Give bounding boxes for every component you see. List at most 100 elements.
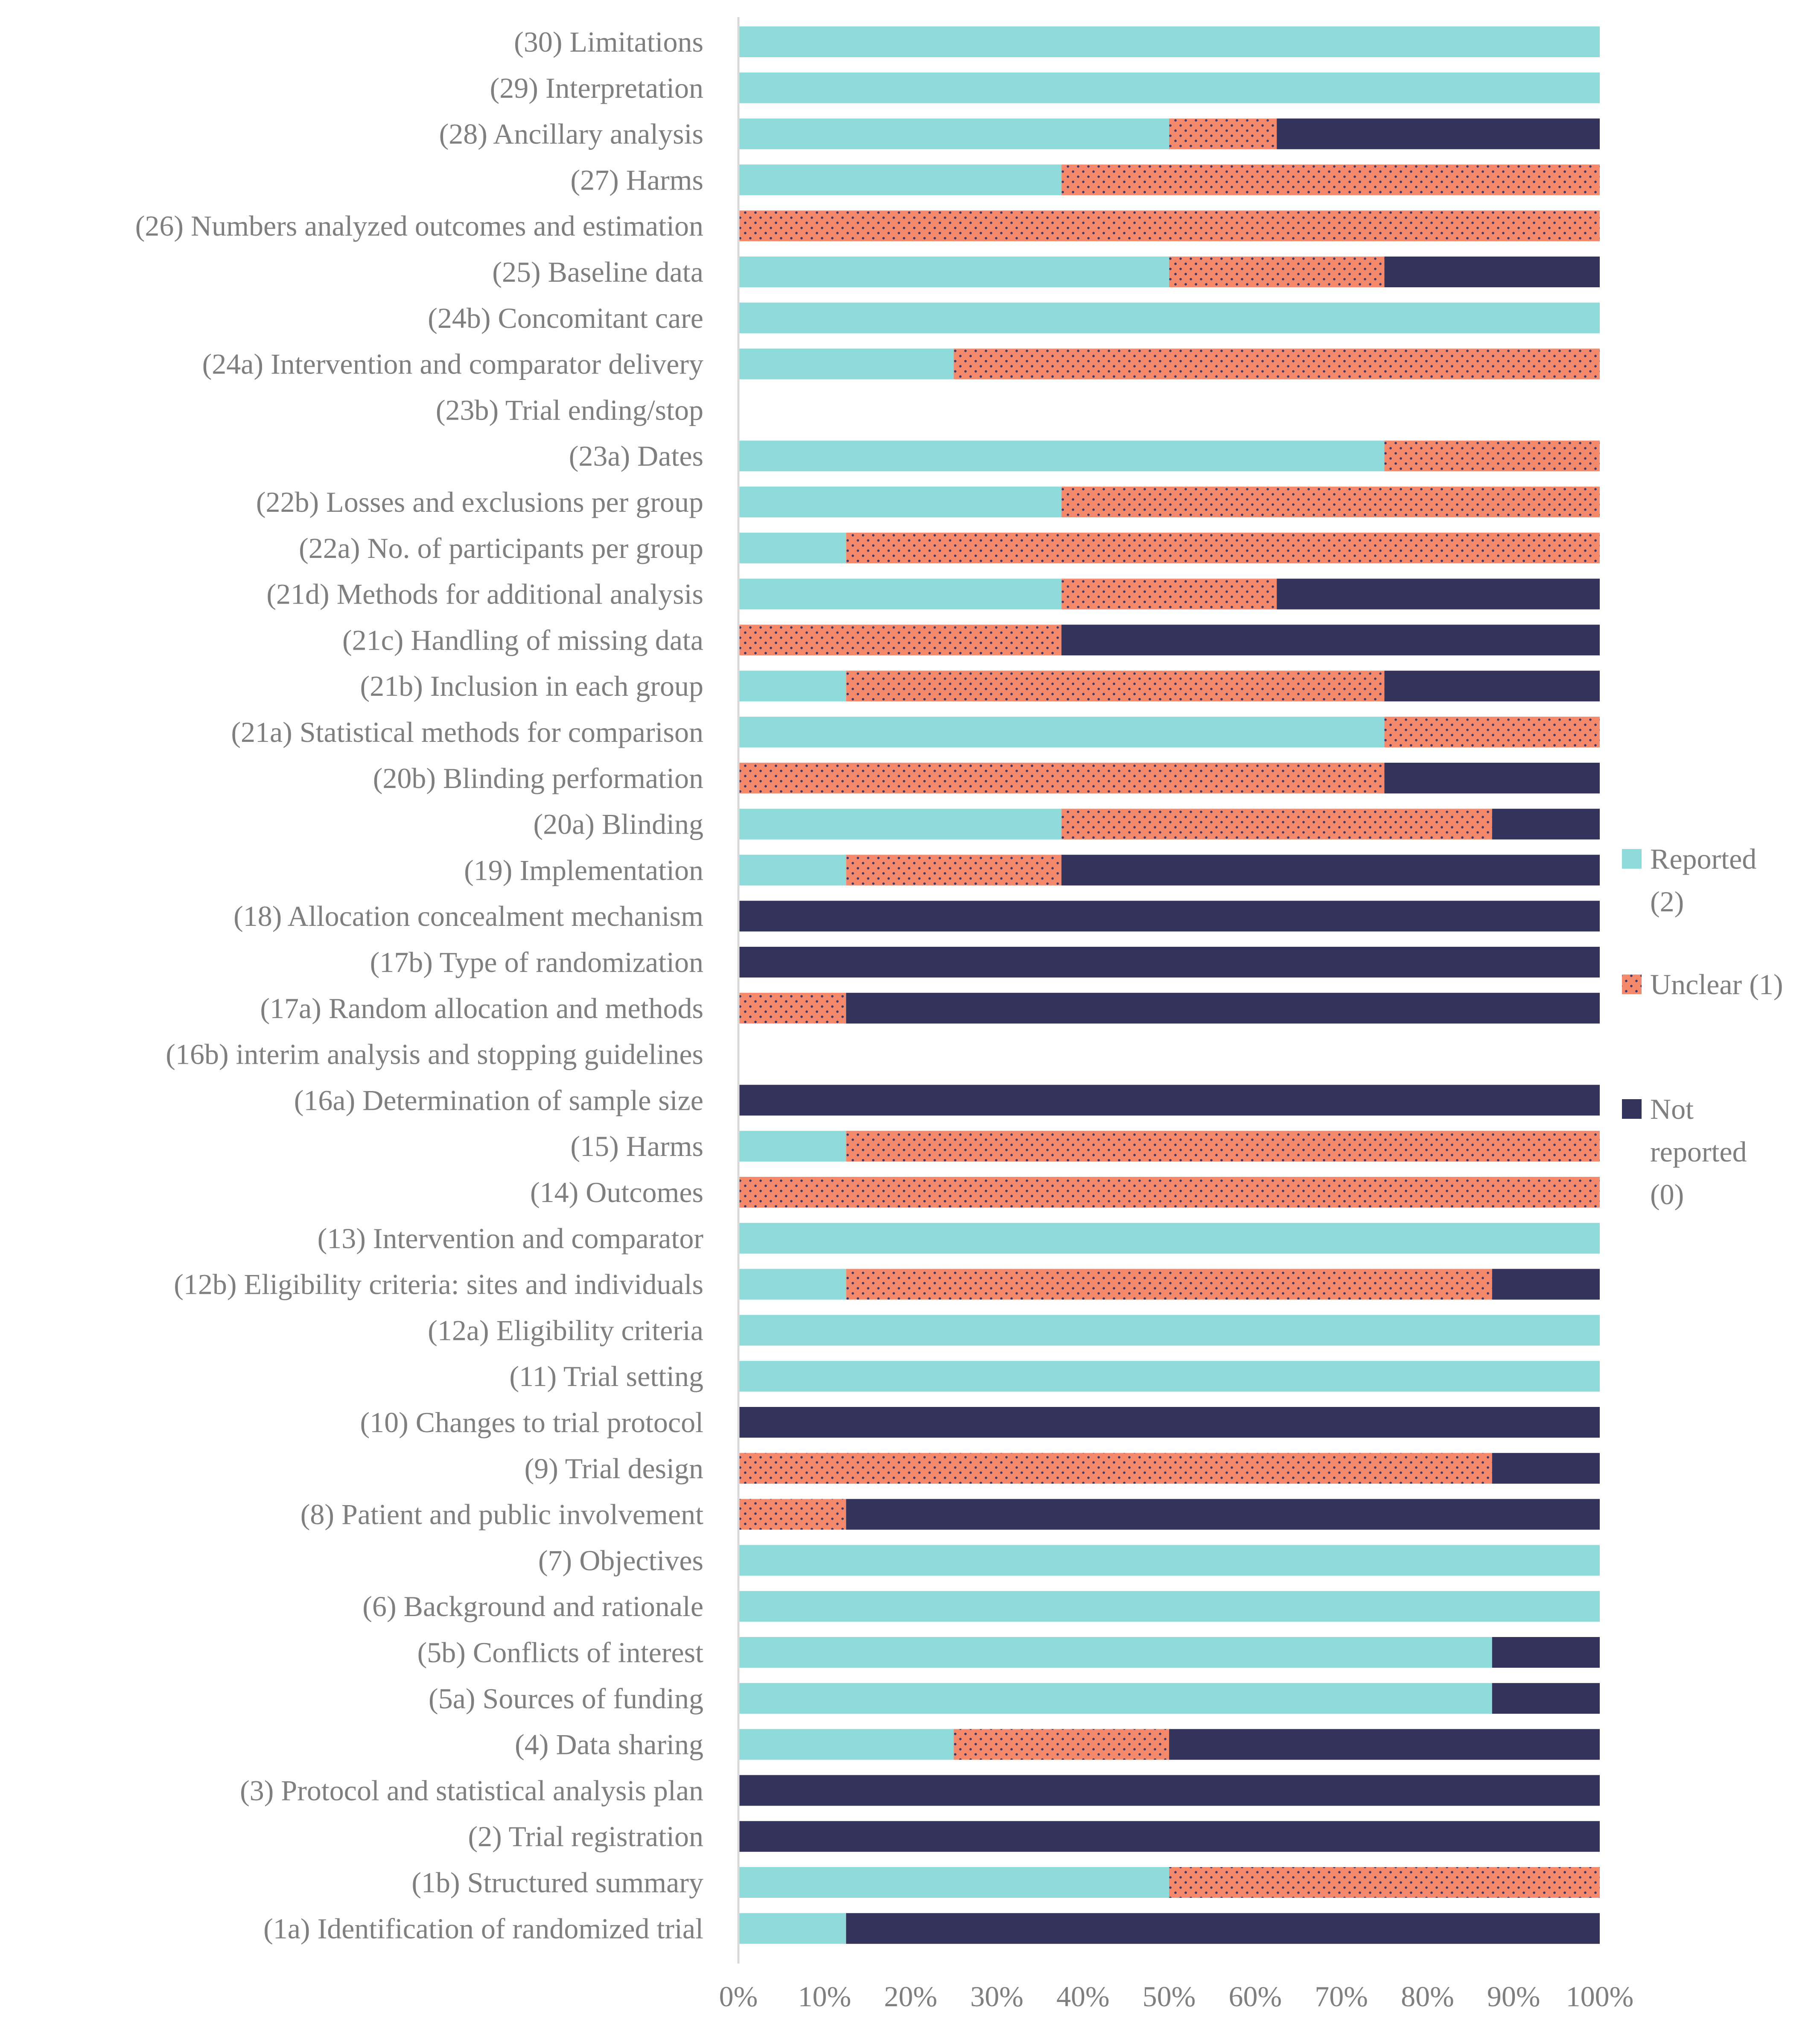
category-label: (6) Background and rationale bbox=[362, 1590, 703, 1622]
bar-segment bbox=[738, 26, 1600, 57]
bar-segment bbox=[954, 1729, 1169, 1760]
bar-segment bbox=[738, 947, 1600, 978]
bar-segment bbox=[1492, 1269, 1600, 1300]
bar-segment bbox=[738, 1223, 1600, 1254]
bar-segment bbox=[1277, 118, 1600, 149]
bar-segment bbox=[738, 1637, 1492, 1668]
legend-swatch bbox=[1622, 975, 1642, 994]
category-label: (1b) Structured summary bbox=[411, 1866, 703, 1899]
bar-segment bbox=[738, 1591, 1600, 1622]
bar-segment bbox=[1384, 441, 1600, 472]
legend-swatch bbox=[1622, 849, 1642, 869]
bar-segment bbox=[846, 992, 1600, 1024]
bar-segment bbox=[1061, 808, 1492, 840]
category-label: (12a) Eligibility criteria bbox=[428, 1314, 703, 1346]
bar-segment bbox=[738, 72, 1600, 103]
category-label: (21d) Methods for additional analysis bbox=[266, 578, 703, 610]
category-label: (4) Data sharing bbox=[515, 1728, 703, 1761]
category-label: (12b) Eligibility criteria: sites and in… bbox=[174, 1268, 703, 1301]
category-label: (23a) Dates bbox=[569, 440, 703, 472]
bar-segment bbox=[1492, 1683, 1600, 1714]
bar-segment bbox=[1277, 578, 1600, 610]
x-tick-label: 70% bbox=[1315, 1980, 1368, 2013]
bar-segment bbox=[1061, 855, 1600, 886]
bar-segment bbox=[738, 1131, 846, 1162]
bar-segment bbox=[738, 671, 846, 702]
bar-segment bbox=[954, 348, 1600, 379]
x-tick-labels: 0% 10% 20% 30% 40% 50% 60% 70% 80% 90% 100% bbox=[719, 1980, 1634, 2013]
category-labels: (30) Limitations (29) Interpretation (28) … bbox=[135, 26, 704, 1945]
bar-segment bbox=[846, 532, 1600, 563]
category-label: (14) Outcomes bbox=[530, 1176, 703, 1208]
category-label: (30) Limitations bbox=[514, 26, 703, 58]
x-tick-label: 10% bbox=[798, 1980, 851, 2013]
category-label: (11) Trial setting bbox=[509, 1360, 703, 1392]
category-label: (5a) Sources of funding bbox=[429, 1682, 703, 1715]
bar-segment bbox=[738, 1729, 954, 1760]
category-label: (25) Baseline data bbox=[492, 256, 703, 288]
bar-segment bbox=[738, 901, 1600, 932]
bar-segment bbox=[846, 1913, 1600, 1944]
category-label: (3) Protocol and statistical analysis pl… bbox=[240, 1774, 703, 1806]
bar-segment bbox=[738, 717, 1385, 747]
bar-segment bbox=[1384, 257, 1600, 287]
legend-label: (2) bbox=[1650, 885, 1684, 918]
bar-segment bbox=[738, 1867, 1169, 1898]
bar-segment bbox=[1169, 1867, 1600, 1898]
category-label: (21a) Statistical methods for comparison bbox=[231, 716, 703, 748]
category-label: (27) Harms bbox=[570, 163, 703, 196]
bar-segment bbox=[1384, 671, 1600, 702]
category-label: (5b) Conflicts of interest bbox=[417, 1636, 704, 1669]
bar-segment bbox=[1061, 624, 1600, 656]
category-label: (24a) Intervention and comparator delive… bbox=[202, 348, 703, 380]
bar-segment bbox=[738, 1913, 846, 1944]
category-label: (7) Objectives bbox=[538, 1544, 703, 1576]
bar-segment bbox=[1384, 762, 1600, 794]
bar-segment bbox=[738, 441, 1385, 472]
bar-segment bbox=[738, 1683, 1492, 1714]
x-tick-label: 30% bbox=[970, 1980, 1024, 2013]
bar-segment bbox=[738, 1545, 1600, 1576]
category-label: (18) Allocation concealment mechanism bbox=[233, 900, 703, 932]
bars-layer bbox=[738, 26, 1600, 1944]
bar-segment bbox=[738, 487, 1062, 517]
x-tick-label: 90% bbox=[1487, 1980, 1540, 2013]
bar-segment bbox=[738, 1499, 846, 1530]
bar-segment bbox=[738, 257, 1169, 287]
legend: Reported (2) Unclear (1) Not reported (0) bbox=[1622, 843, 1783, 1211]
bar-segment bbox=[738, 992, 846, 1024]
legend-label: Reported bbox=[1650, 843, 1756, 875]
bar-segment bbox=[846, 1269, 1492, 1300]
legend-swatch bbox=[1622, 1099, 1642, 1119]
category-label: (1a) Identification of randomized trial bbox=[263, 1912, 703, 1945]
bar-segment bbox=[738, 1177, 1600, 1208]
x-tick-label: 40% bbox=[1056, 1980, 1110, 2013]
category-label: (22a) No. of participants per group bbox=[299, 532, 703, 564]
category-label: (2) Trial registration bbox=[468, 1820, 703, 1853]
legend-label: (0) bbox=[1650, 1178, 1684, 1211]
bar-segment bbox=[1169, 1729, 1600, 1760]
legend-label: Unclear (1) bbox=[1650, 968, 1783, 1001]
x-tick-label: 50% bbox=[1143, 1980, 1196, 2013]
bar-segment bbox=[738, 1361, 1600, 1392]
category-label: (9) Trial design bbox=[525, 1452, 703, 1485]
bar-segment bbox=[738, 855, 846, 886]
legend-label: Not bbox=[1650, 1093, 1694, 1125]
bar-segment bbox=[738, 118, 1169, 149]
category-label: (8) Patient and public involvement bbox=[300, 1498, 703, 1531]
category-label: (16a) Determination of sample size bbox=[294, 1084, 703, 1116]
category-label: (21b) Inclusion in each group bbox=[360, 670, 703, 702]
bar-segment bbox=[738, 164, 1062, 196]
x-tick-label: 60% bbox=[1228, 1980, 1282, 2013]
category-label: (26) Numbers analyzed outcomes and estim… bbox=[135, 210, 703, 242]
category-label: (17b) Type of randomization bbox=[370, 946, 703, 978]
bar-segment bbox=[738, 762, 1385, 794]
bar-segment bbox=[1061, 578, 1277, 610]
category-label: (16b) interim analysis and stopping guid… bbox=[166, 1038, 703, 1071]
category-label: (19) Implementation bbox=[464, 854, 703, 886]
bar-segment bbox=[738, 1407, 1600, 1438]
bar-segment bbox=[738, 1085, 1600, 1116]
category-label: (15) Harms bbox=[570, 1130, 703, 1162]
bar-segment bbox=[738, 808, 1062, 840]
